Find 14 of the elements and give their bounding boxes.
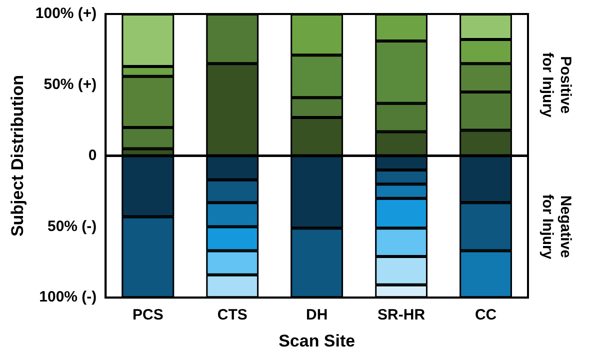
y-axis-title: Subject Distribution — [8, 75, 27, 237]
y-tick-label: 50% (+) — [44, 76, 97, 94]
x-tick-label: DH — [306, 306, 328, 324]
x-axis-title: Scan Site — [278, 331, 356, 350]
x-tick-label: SR-HR — [378, 306, 426, 324]
x-tick-label: CC — [474, 306, 497, 324]
y-tick-label: 100% (-) — [39, 288, 97, 306]
y-tick-label: 0 — [88, 146, 97, 164]
x-tick-label: PCS — [132, 306, 164, 324]
x-tick-label: CTS — [217, 306, 248, 324]
y-tick-label: 50% (-) — [47, 218, 97, 235]
y-tick-label: 100% (+) — [35, 5, 97, 22]
text: Negative for Injury — [538, 194, 574, 260]
text: Positive for Injury — [538, 52, 574, 118]
